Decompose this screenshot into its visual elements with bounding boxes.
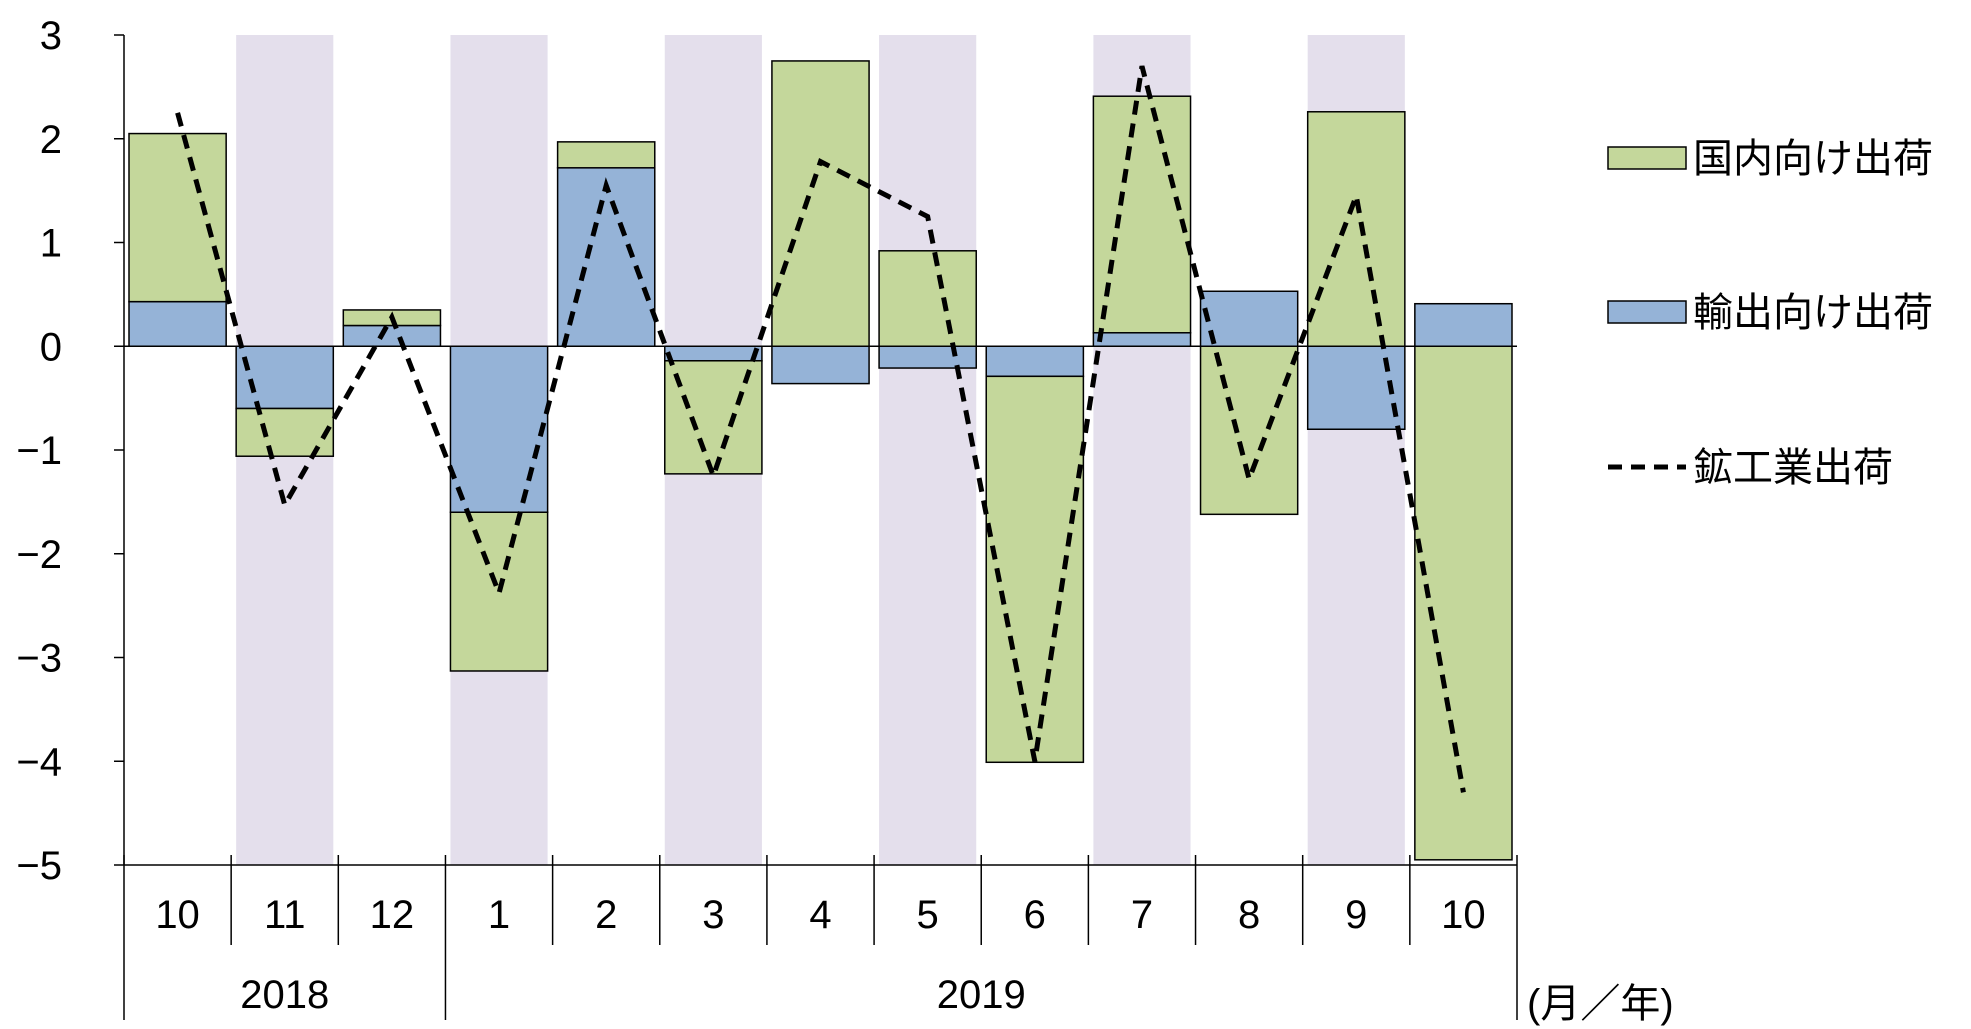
x-tick-label: 9 <box>1345 893 1367 937</box>
axes <box>114 34 1518 1020</box>
bar-export-3 <box>449 345 549 513</box>
bar-domestic-8 <box>985 375 1085 764</box>
bar-export-0 <box>128 300 227 348</box>
y-tick-label: 0 <box>40 325 62 369</box>
bar-export-2 <box>342 324 442 347</box>
legend-label-2: 鉱工業出荷 <box>1693 446 1893 490</box>
bars <box>128 60 1513 861</box>
bar-export-6 <box>771 345 870 385</box>
x-tick-label: 4 <box>809 893 831 937</box>
y-tick-label: −1 <box>16 429 62 473</box>
y-tick-label: −4 <box>16 740 62 784</box>
y-tick-label: −3 <box>16 637 62 681</box>
bar-export-10 <box>1199 290 1299 348</box>
year-label: 2018 <box>240 973 329 1017</box>
bar-domestic-9 <box>1092 95 1192 334</box>
bar-export-9 <box>1092 332 1192 348</box>
x-tick-label: 7 <box>1131 893 1153 937</box>
bar-export-8 <box>985 345 1085 378</box>
y-tick-label: 3 <box>40 14 62 58</box>
bar-export-12 <box>1414 302 1513 347</box>
shaded-bands <box>236 35 1405 865</box>
bar-domestic-0 <box>128 132 227 303</box>
legend-swatch-0 <box>1607 146 1687 170</box>
bar-export-7 <box>878 345 977 369</box>
x-tick-label: 3 <box>702 893 724 937</box>
bar-export-5 <box>664 345 763 362</box>
y-tick-label: 1 <box>40 222 62 266</box>
y-tick-label: −2 <box>16 533 62 577</box>
x-tick-label: 11 <box>264 893 306 937</box>
bar-domestic-4 <box>556 141 656 169</box>
bar-domestic-7 <box>878 250 977 347</box>
y-tick-label: −5 <box>16 844 62 888</box>
x-tick-label: 10 <box>155 893 200 937</box>
bar-export-1 <box>235 345 335 410</box>
bar-domestic-12 <box>1414 345 1513 861</box>
legend-label-0: 国内向け出荷 <box>1693 137 1933 181</box>
y-tick-label: 2 <box>40 118 62 162</box>
x-tick-label: 6 <box>1024 893 1046 937</box>
x-tick-label: 2 <box>595 893 617 937</box>
bar-domestic-10 <box>1199 345 1299 516</box>
x-tick-label: 5 <box>917 893 939 937</box>
year-label: 2019 <box>937 973 1026 1017</box>
x-unit-label: (月／年) <box>1527 982 1674 1026</box>
shade-band-7 <box>879 35 977 865</box>
bar-domestic-6 <box>771 60 870 347</box>
x-tick-label: 12 <box>370 893 415 937</box>
x-tick-label: 10 <box>1441 893 1486 937</box>
legend-swatch-1 <box>1607 300 1687 324</box>
total-line <box>175 65 1466 793</box>
bar-domestic-11 <box>1306 111 1406 348</box>
x-tick-label: 1 <box>488 893 510 937</box>
x-tick-label: 8 <box>1238 893 1260 937</box>
legend-label-1: 輸出向け出荷 <box>1693 291 1933 335</box>
line-total-shipments <box>175 65 1466 793</box>
